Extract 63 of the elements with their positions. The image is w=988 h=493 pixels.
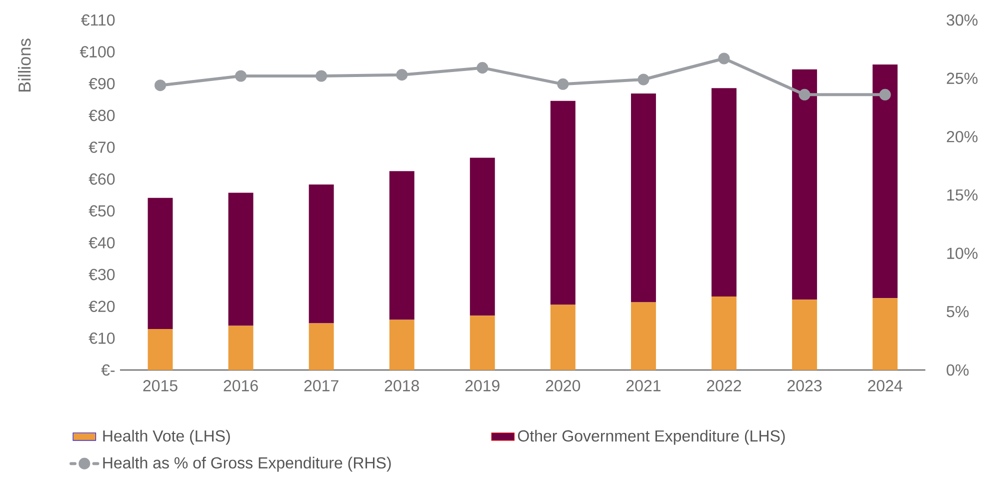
x-tick-label: 2022 xyxy=(707,380,741,392)
bar xyxy=(630,94,656,302)
bar xyxy=(389,171,414,320)
y-tick-label: €90 xyxy=(88,78,115,90)
y2-tick-label: 5% xyxy=(946,306,969,318)
point xyxy=(557,78,569,90)
y-tick-label: €100 xyxy=(80,46,115,58)
bar xyxy=(228,326,254,370)
bar xyxy=(228,192,254,326)
point xyxy=(879,88,891,100)
y-tick-label: €60 xyxy=(88,173,115,185)
bar xyxy=(550,100,576,305)
point xyxy=(798,88,810,100)
point xyxy=(476,62,488,74)
point xyxy=(718,52,730,64)
x-tick-label: 2017 xyxy=(304,380,338,392)
point xyxy=(316,70,328,82)
x-tick-label: 2018 xyxy=(384,380,419,392)
bar xyxy=(308,323,334,370)
legend-label: Health Vote (LHS) xyxy=(103,430,230,445)
y2-tick-label: 0% xyxy=(946,364,969,376)
point xyxy=(154,80,166,92)
y-tick-label: €110 xyxy=(81,14,115,26)
x-tick-label: 2023 xyxy=(788,380,822,392)
bar xyxy=(712,296,736,370)
y-tick-label: €50 xyxy=(88,205,115,217)
y2-tick-label: 20% xyxy=(946,131,978,142)
x-tick-label: 2024 xyxy=(868,380,902,392)
bar xyxy=(389,320,414,370)
y2-tick-label: 15% xyxy=(947,189,978,201)
y2-tick-label: 10% xyxy=(947,248,978,259)
x-tick-label: 2015 xyxy=(143,380,178,392)
bar xyxy=(148,198,173,329)
legend-label: Other Government Expenditure (LHS) xyxy=(518,430,785,445)
y-tick-label: €10 xyxy=(88,332,115,344)
y-tick-label: €70 xyxy=(88,142,115,153)
bar xyxy=(872,64,898,298)
bar xyxy=(550,304,576,370)
bar xyxy=(712,88,736,296)
y2-tick-label: 25% xyxy=(946,72,978,84)
bar xyxy=(470,158,495,316)
bar xyxy=(792,69,818,300)
y-tick-label: €20 xyxy=(88,300,115,312)
point xyxy=(396,69,408,81)
bar xyxy=(308,184,334,324)
bar xyxy=(792,300,818,370)
point xyxy=(638,74,650,86)
x-tick-label: 2021 xyxy=(626,380,660,392)
bar xyxy=(872,298,898,370)
y-tick-label: €80 xyxy=(88,110,115,122)
x-tick-label: 2016 xyxy=(224,380,258,392)
bar xyxy=(148,328,173,370)
y-tick-label: €- xyxy=(101,364,115,376)
y-tick-label: €30 xyxy=(88,268,115,280)
x-tick-label: 2020 xyxy=(546,380,580,392)
legend-label: Health as % of Gross Expenditure (RHS) xyxy=(103,456,391,472)
y-axis-title: Billions xyxy=(18,38,31,92)
y2-tick-label: 30% xyxy=(946,14,978,26)
y-tick-label: €40 xyxy=(88,237,115,248)
point xyxy=(235,70,247,82)
bar xyxy=(470,316,495,370)
bar xyxy=(630,302,656,370)
x-tick-label: 2019 xyxy=(465,380,500,392)
